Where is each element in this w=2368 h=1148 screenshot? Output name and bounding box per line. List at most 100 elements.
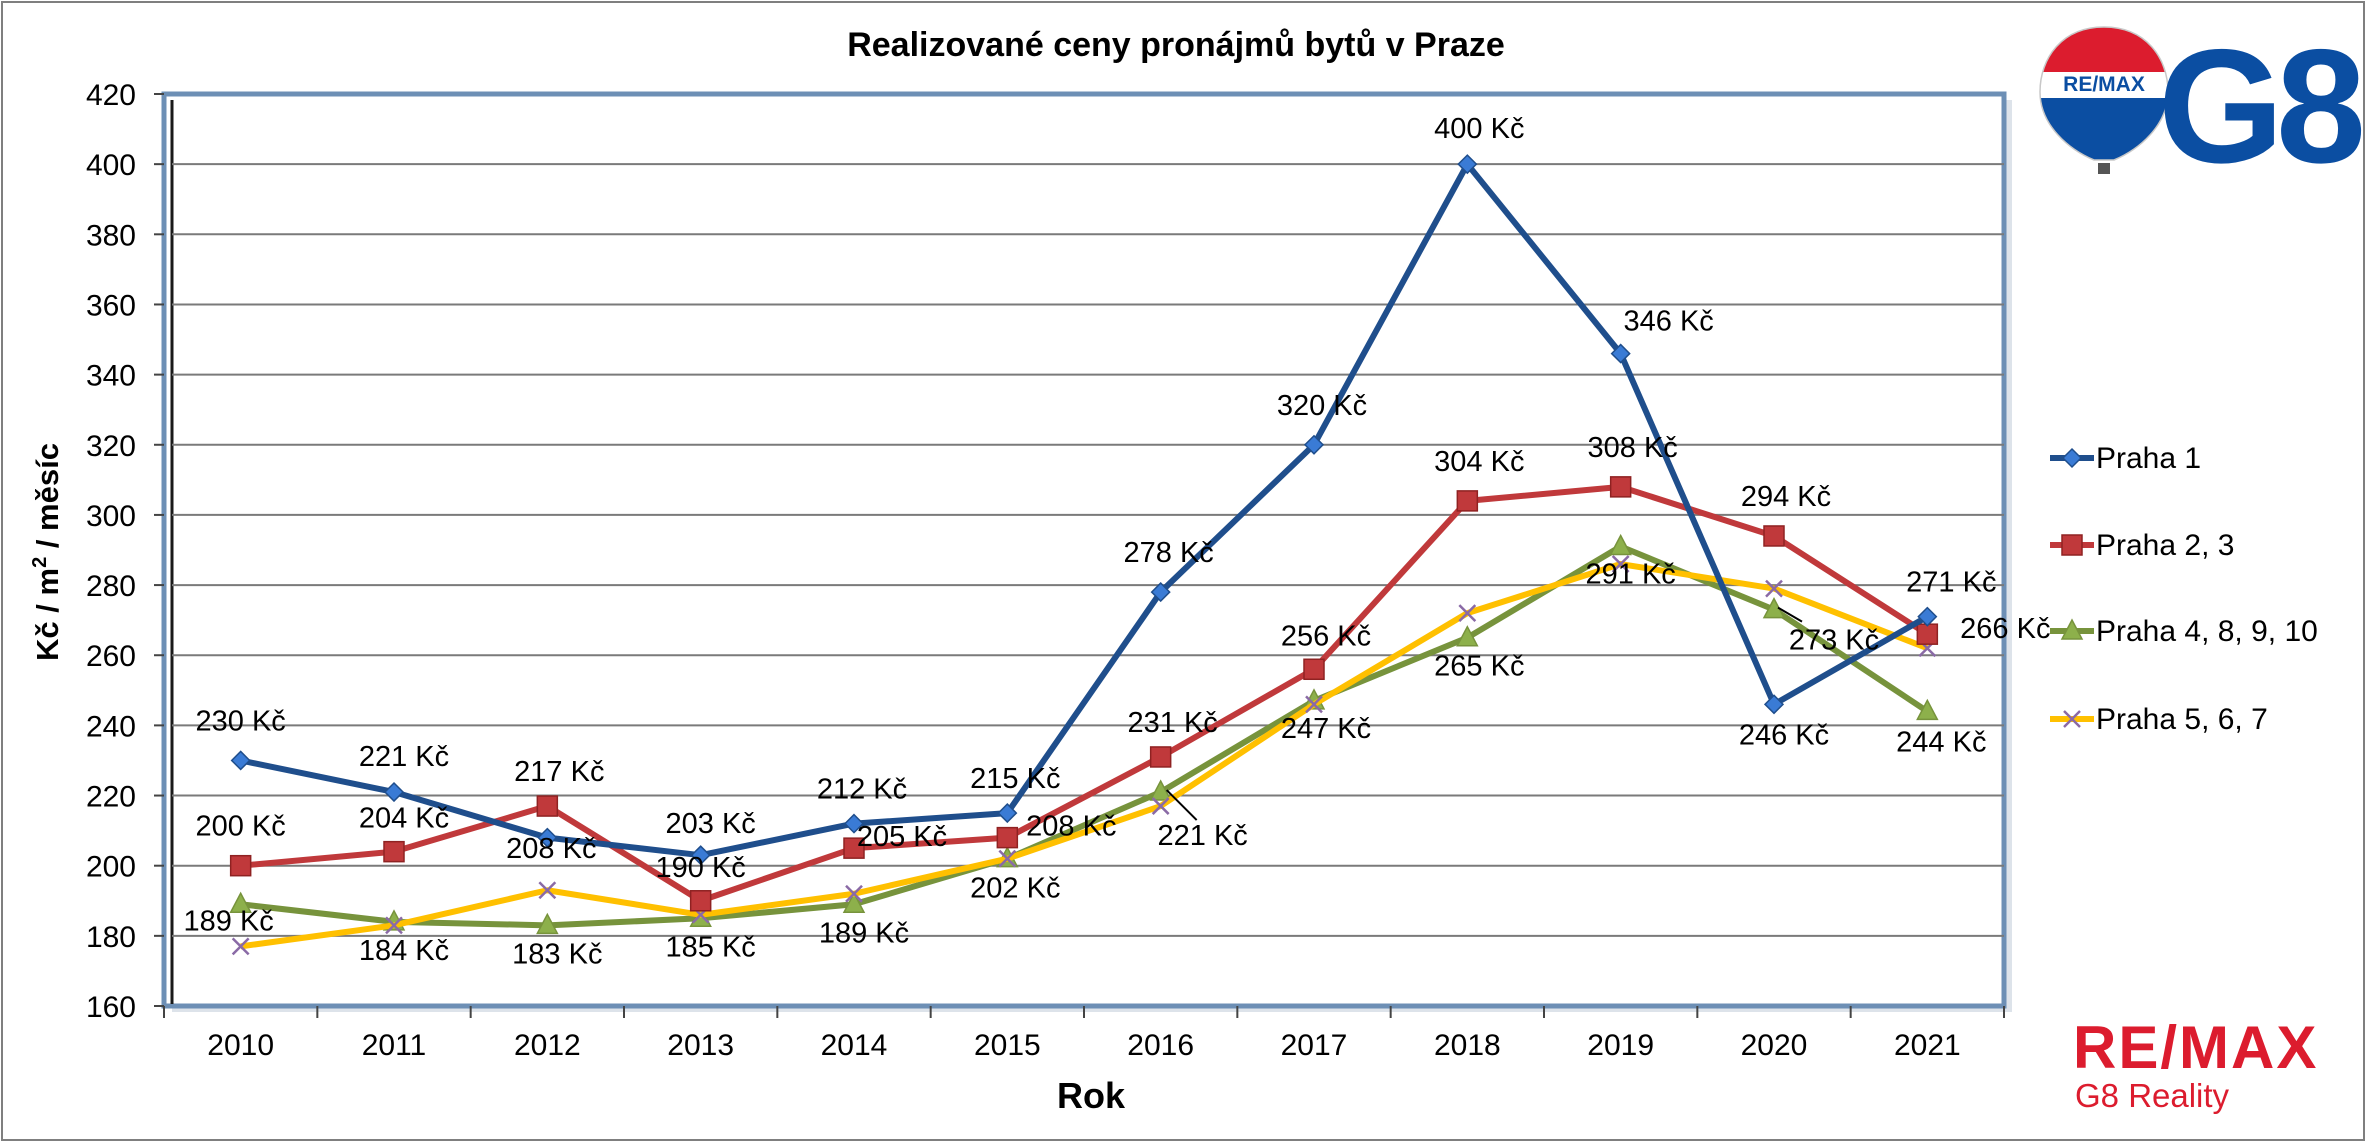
data-label: 208 Kč: [506, 833, 596, 865]
legend-label: Praha 1: [2096, 442, 2201, 475]
data-point: [843, 837, 865, 859]
data-point: [1609, 533, 1632, 556]
legend-swatch-marker: [2060, 618, 2084, 640]
data-label: 230 Kč: [196, 705, 286, 737]
x-tick-label: 2020: [1741, 1029, 1808, 1062]
data-label: 184 Kč: [359, 935, 449, 967]
data-point: [383, 781, 405, 803]
data-label: 294 Kč: [1741, 481, 1831, 513]
y-tick-label: 380: [86, 219, 136, 252]
marker-stroke: [231, 937, 250, 956]
data-label: 205 Kč: [857, 821, 947, 853]
data-label: 189 Kč: [819, 917, 909, 949]
data-label: 400 Kč: [1434, 113, 1524, 145]
x-tick-label: 2016: [1127, 1029, 1194, 1062]
data-labels: 230 Kč 221 Kč 203 Kč 212 Kč 215 Kč 278 Kč 320 …: [184, 113, 2051, 970]
g8-logo: G8: [2158, 16, 2362, 197]
data-label: 291 Kč: [1586, 558, 1676, 590]
data-point: [1303, 434, 1325, 455]
marker-stroke: [845, 884, 863, 903]
remax-wordmark: RE/MAX: [2073, 1014, 2318, 1081]
data-label: 273 Kč: [1789, 625, 1879, 657]
legend-item: Praha 5, 6, 7: [2050, 703, 2268, 736]
data-point: [229, 891, 252, 914]
data-label: 212 Kč: [817, 774, 907, 806]
data-point: [845, 884, 863, 903]
balloon-white: [2040, 72, 2168, 98]
data-point: [1916, 698, 1939, 721]
x-tick-label: 2015: [974, 1029, 1041, 1062]
data-label: 346 Kč: [1624, 306, 1714, 338]
data-point: [690, 845, 711, 866]
data-point: [1151, 797, 1170, 815]
y-tick-label: 360: [86, 289, 136, 322]
marker-stroke: [998, 849, 1017, 868]
y-tick-label: 160: [86, 991, 136, 1024]
data-point: [843, 813, 865, 834]
data-point: [1150, 582, 1171, 603]
legend-item: Praha 4, 8, 9, 10: [2050, 615, 2318, 648]
data-point: [998, 849, 1017, 868]
y-tick-label: 420: [86, 79, 136, 112]
data-label: 265 Kč: [1434, 651, 1524, 683]
legend-label: Praha 4, 8, 9, 10: [2096, 615, 2318, 648]
marker-stroke: [385, 916, 403, 935]
data-point: [385, 916, 403, 935]
data-point: [1763, 525, 1785, 547]
legend-label: Praha 2, 3: [2096, 529, 2234, 562]
data-label: 189 Kč: [184, 905, 274, 937]
y-axis-label: Kč / m2 / měsíc: [29, 443, 65, 661]
x-tick-label: 2017: [1281, 1029, 1348, 1062]
data-label: 215 Kč: [970, 763, 1060, 795]
legend-swatch-marker: [2061, 534, 2083, 556]
data-label: 221 Kč: [359, 741, 449, 773]
series-line-2: [240, 543, 1929, 929]
x-tick-label: 2010: [207, 1029, 274, 1062]
series-line-1: [240, 483, 1929, 904]
series-line-0: [240, 161, 1929, 859]
marker-stroke: [1611, 555, 1630, 573]
series-line-3: [240, 561, 1929, 950]
data-point: [1305, 695, 1323, 714]
data-point: [1149, 746, 1172, 768]
data-point: [538, 881, 557, 900]
axes: 160 180 200 220 240 260 280 300 320 340 360 380 400 4…: [86, 79, 2005, 1062]
y-tick-label: 340: [86, 360, 136, 393]
gridlines: [172, 163, 2004, 937]
data-point: [1611, 555, 1630, 573]
data-point: [1609, 476, 1632, 498]
x-tick-label: 2021: [1894, 1029, 1961, 1062]
data-label: 217 Kč: [514, 756, 604, 788]
data-label: 203 Kč: [666, 808, 756, 840]
data-point: [1458, 604, 1477, 623]
data-point: [1456, 625, 1479, 647]
data-point: [536, 795, 559, 817]
data-label: 308 Kč: [1588, 432, 1678, 464]
g8-reality-text: G8 Reality: [2075, 1077, 2230, 1114]
data-point: [537, 827, 558, 848]
data-label: 190 Kč: [656, 852, 746, 884]
y-tick-label: 220: [86, 781, 136, 814]
legend-label: Praha 5, 6, 7: [2096, 703, 2268, 736]
legend: Praha 1 Praha 2, 3 Praha 4, 8, 9, 10 Praha …: [2050, 442, 2318, 736]
data-label: 256 Kč: [1281, 620, 1371, 652]
label-leader-line: [1165, 789, 1198, 821]
y-tick-label: 320: [86, 430, 136, 463]
data-point: [383, 840, 405, 863]
marker-stroke: [1305, 695, 1323, 714]
data-point: [1917, 606, 1938, 627]
x-tick-label: 2019: [1587, 1029, 1654, 1062]
data-point: [996, 826, 1019, 849]
legend-swatch-marker: [2061, 447, 2083, 469]
marker-stroke: [1458, 604, 1477, 623]
series-lines: [229, 154, 1939, 956]
data-point: [1456, 490, 1479, 512]
data-label: 244 Kč: [1896, 726, 1986, 758]
data-point: [229, 854, 252, 877]
marker-stroke: [2063, 710, 2081, 728]
marker-stroke: [538, 881, 557, 900]
data-label: 202 Kč: [970, 873, 1060, 905]
balloon-basket: [2098, 163, 2110, 174]
